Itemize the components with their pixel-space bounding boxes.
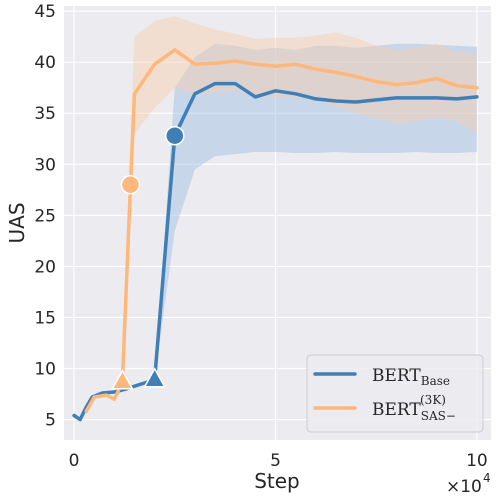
x-tick-5: 5 xyxy=(270,451,281,471)
x-tick-0: 0 xyxy=(69,451,80,471)
y-tick-5: 5 xyxy=(45,411,56,431)
marker-bert-sas-triangle xyxy=(111,369,134,390)
legend-sup-bert-sas: (3K) xyxy=(420,393,446,407)
x-scale-multiplier: ×10 4 xyxy=(446,471,491,497)
legend-main-bert-base: BERT xyxy=(372,366,421,386)
y-tick-10: 10 xyxy=(34,360,56,380)
x-tick-10: 10 xyxy=(466,451,488,471)
y-tick-20: 20 xyxy=(34,257,56,277)
grid xyxy=(64,6,491,440)
line-bert-base xyxy=(72,81,479,422)
y-tick-40: 40 xyxy=(34,53,56,73)
legend-sub-bert-sas: SAS− xyxy=(421,409,456,423)
band-bert-sas xyxy=(86,16,477,412)
y-axis-label: UAS xyxy=(5,202,29,243)
x-tick-labels: 0 5 10 xyxy=(69,451,488,471)
legend: BERTBase BERTSAS− (3K) xyxy=(306,354,484,433)
x-scale-multiplier-base: ×10 xyxy=(446,477,482,497)
y-tick-45: 45 xyxy=(34,2,56,22)
y-tick-25: 25 xyxy=(34,206,56,226)
y-tick-15: 15 xyxy=(34,308,56,328)
legend-main-bert-sas: BERT xyxy=(372,400,421,420)
marker-bert-base-triangle xyxy=(143,367,166,388)
legend-label-bert-sas: BERTSAS− xyxy=(372,400,456,423)
legend-sub-bert-base: Base xyxy=(421,374,450,388)
x-axis-label: Step xyxy=(254,469,300,493)
y-tick-30: 30 xyxy=(34,155,56,175)
y-tick-35: 35 xyxy=(34,104,56,124)
marker-bert-base-circle xyxy=(165,125,185,146)
y-tick-labels: 5 10 15 20 25 30 35 40 45 xyxy=(34,2,56,430)
x-scale-multiplier-exponent: 4 xyxy=(483,471,491,485)
legend-label-bert-base: BERTBase xyxy=(372,366,450,388)
marker-bert-sas-circle xyxy=(120,174,141,195)
series-markers xyxy=(111,125,185,390)
